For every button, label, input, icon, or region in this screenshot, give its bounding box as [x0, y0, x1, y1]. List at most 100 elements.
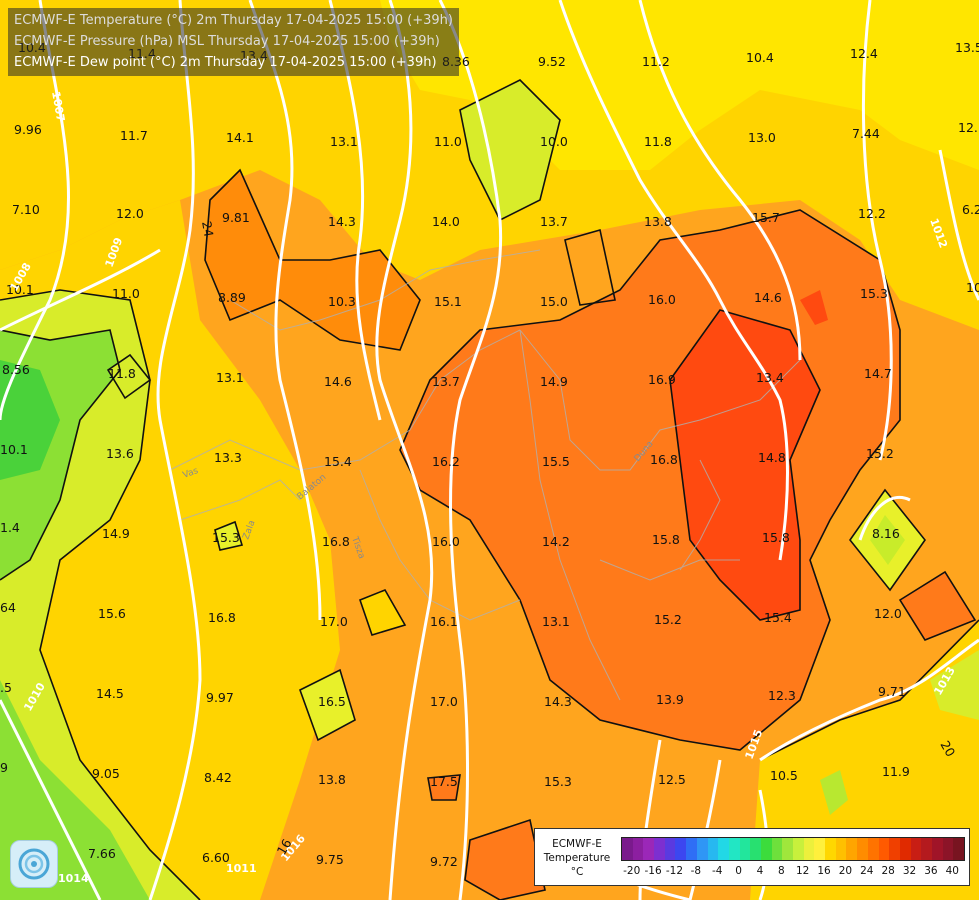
temperature-value: 15.1 [434, 294, 462, 309]
legend-tick-label: 40 [945, 865, 959, 877]
temperature-value: 9.72 [430, 854, 458, 869]
river-label: Zala [241, 519, 257, 541]
isotherm-label: 24 [199, 220, 217, 238]
temperature-value: 11.0 [112, 286, 140, 301]
temperature-value: 15.6 [98, 606, 126, 621]
temperature-value: 12.0 [116, 206, 144, 221]
legend-tick-label: -8 [690, 865, 702, 877]
legend-color-swatch [782, 838, 793, 860]
river-label: Balaton [296, 472, 329, 502]
legend-color-swatch [889, 838, 900, 860]
legend-color-swatch [867, 838, 879, 860]
temperature-value: 9.71 [878, 684, 906, 699]
temperature-value: 16.8 [208, 610, 236, 625]
temperature-value: 13.6 [106, 446, 134, 461]
temperature-value: 15.3 [544, 774, 572, 789]
river-label: Vas [182, 466, 200, 481]
legend-color-swatch [718, 838, 729, 860]
temperature-value: 15.7 [752, 210, 780, 225]
temperature-value: 6.60 [202, 850, 230, 865]
temperature-value: 15.8 [652, 532, 680, 547]
temperature-value: 11.9 [882, 764, 910, 779]
legend-color-swatch [921, 838, 932, 860]
map-title-box: ECMWF-E Temperature (°C) 2m Thursday 17-… [8, 8, 459, 76]
legend-color-swatch [835, 838, 847, 860]
isotherm-label: 16 [274, 836, 295, 857]
legend-color-swatch [728, 838, 740, 860]
temperature-value: 13.0 [748, 130, 776, 145]
isobar-label: 1010 [21, 680, 48, 713]
legend-color-swatch [953, 838, 964, 860]
temperature-legend: ECMWF-E Temperature °C -20 -16 -12 -8 -4 0 4 8 1… [534, 828, 970, 886]
temperature-value: 8.56 [2, 362, 30, 377]
legend-tick-label: 20 [838, 865, 853, 877]
temperature-value: 6.2 [962, 202, 979, 217]
temperature-value: 17.0 [430, 694, 458, 709]
temperature-value: 16.1 [430, 614, 458, 629]
legend-ticks: -20 -16 -12 -8 -4 0 4 8 12 16 20 24 28 32 36 40 [621, 865, 963, 881]
temperature-title: ECMWF-E Temperature (°C) 2m Thursday 17-… [14, 13, 453, 28]
legend-color-swatch [664, 838, 676, 860]
temperature-value: 14.3 [544, 694, 572, 709]
temperature-value: 10.5 [770, 768, 798, 783]
temperature-value: 12.2 [858, 206, 886, 221]
pressure-title: ECMWF-E Pressure (hPa) MSL Thursday 17-0… [14, 34, 440, 49]
legend-tick-label: 8 [777, 865, 785, 877]
legend-color-swatch [910, 838, 922, 860]
temperature-value: 8.42 [204, 770, 232, 785]
temperature-value: 8.89 [218, 290, 246, 305]
temperature-value: 15.3 [860, 286, 888, 301]
legend-tick-label: -4 [711, 865, 723, 877]
legend-title: ECMWF-E Temperature °C [543, 838, 611, 878]
temperature-value: 15.3 [212, 530, 240, 545]
temperature-value: 10.1 [0, 442, 28, 457]
legend-color-swatch [622, 838, 633, 860]
legend-color-swatch [632, 838, 644, 860]
isotherm-lines [0, 79, 979, 900]
dewpoint-title: ECMWF-E Dew point (°C) 2m Thursday 17-04… [14, 55, 437, 70]
temperature-value: 10.4 [746, 50, 774, 65]
temperature-value: 16.8 [650, 452, 678, 467]
temperature-value: 8.16 [872, 526, 900, 541]
temperature-value: 13.9 [656, 692, 684, 707]
legend-tick-label: 36 [924, 865, 938, 877]
temperature-value: 13.8 [318, 772, 346, 787]
temperature-value: 12.5 [658, 772, 686, 787]
temperature-value: 15.5 [542, 454, 570, 469]
temperature-value: 1.4 [0, 520, 20, 535]
temperature-value: 12.3 [768, 688, 796, 703]
legend-color-swatch [771, 838, 783, 860]
legend-color-bar [621, 837, 965, 861]
temperature-value: 14.9 [102, 526, 130, 541]
legend-color-swatch [942, 838, 954, 860]
isobar-label: 1013 [931, 664, 958, 697]
temperature-value: 11.8 [644, 134, 672, 149]
temperature-value: 13.5 [955, 40, 979, 55]
temperature-value: 7.44 [852, 126, 880, 141]
legend-color-swatch [931, 838, 943, 860]
legend-tick-label: -12 [665, 865, 684, 877]
temperature-value: 15.8 [762, 530, 790, 545]
temperature-value: 13.1 [330, 134, 358, 149]
legend-tick-label: 12 [796, 865, 810, 877]
legend-tick-label: 4 [756, 865, 764, 877]
temperature-value: 17.0 [320, 614, 348, 629]
isotherm-label: 20 [937, 738, 958, 759]
legend-color-swatch [675, 838, 687, 860]
temperature-value: 16.2 [432, 454, 460, 469]
temperature-value: 10.0 [540, 134, 568, 149]
temperature-value: 13.1 [542, 614, 570, 629]
temperature-value: 10 [966, 280, 979, 295]
temperature-value: 15.4 [324, 454, 352, 469]
legend-color-swatch [707, 838, 719, 860]
legend-color-swatch [857, 838, 868, 860]
legend-color-swatch [643, 838, 655, 860]
temperature-value: 9 [0, 760, 8, 775]
temperature-value: 16.9 [648, 372, 676, 387]
temperature-value: 12.0 [874, 606, 902, 621]
temperature-value: 16.0 [648, 292, 676, 307]
temperature-value: 16.0 [432, 534, 460, 549]
river-label: Tisza [349, 535, 366, 561]
